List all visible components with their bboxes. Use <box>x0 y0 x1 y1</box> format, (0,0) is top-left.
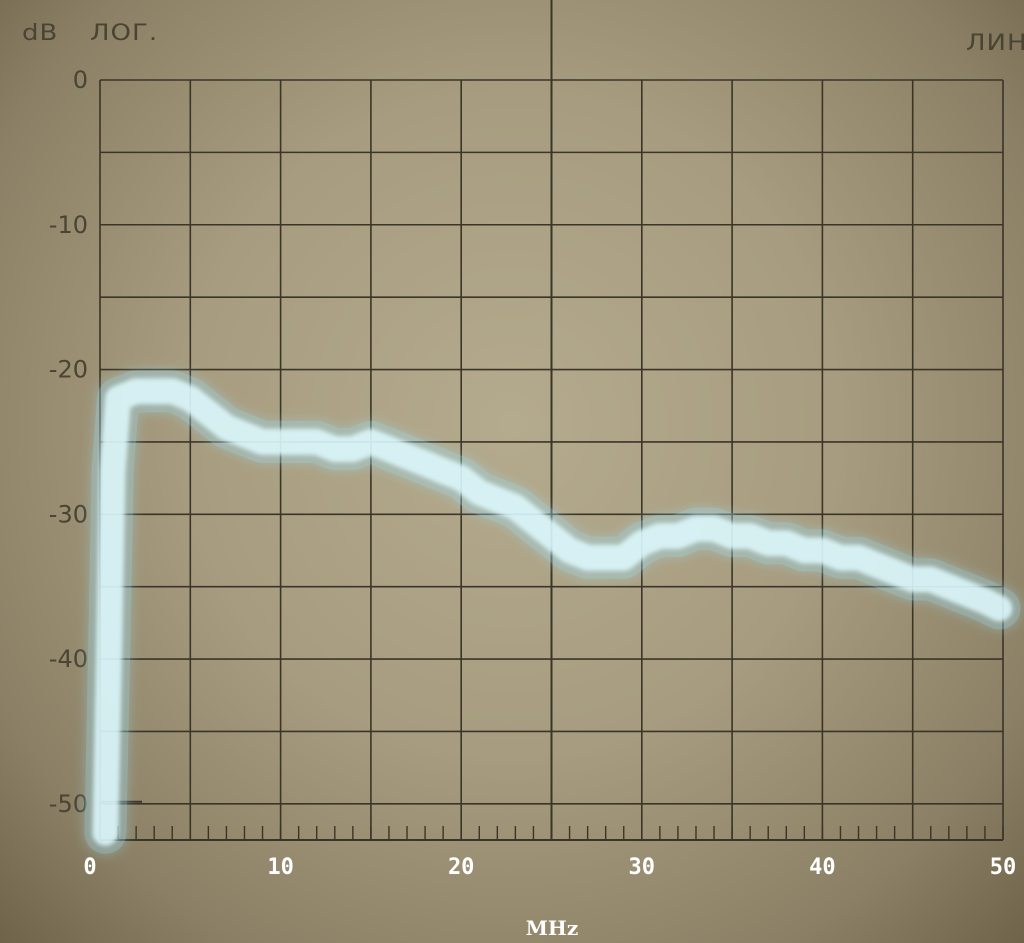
lin-scale-label: ЛИН. <box>966 30 1024 56</box>
x-tick-label: 40 <box>809 855 836 880</box>
y-tick-label: -50 <box>49 790 88 818</box>
x-tick-label: 50 <box>990 855 1017 880</box>
x-axis-label: MHz <box>526 916 578 940</box>
spectrum-trace <box>84 370 1021 854</box>
y-tick-label: -10 <box>49 211 88 239</box>
x-minor-ticks <box>99 826 1004 840</box>
x-tick-label: 30 <box>629 855 656 880</box>
x-tick-label: 10 <box>267 855 294 880</box>
x-axis-ticks: 0 10 20 30 40 50 <box>83 855 1016 880</box>
y-tick-label: -20 <box>49 356 88 384</box>
x-tick-label: 20 <box>448 855 475 880</box>
log-scale-label: ЛОГ. <box>90 20 159 46</box>
y-tick-label: -40 <box>49 645 88 673</box>
unit-label: dB <box>22 20 59 46</box>
y-axis-ticks: 0 -10 -20 -30 -40 -50 <box>49 66 88 818</box>
x-tick-label: 0 <box>83 855 96 880</box>
trace-line <box>92 378 1013 846</box>
y-tick-label: 0 <box>73 66 88 94</box>
y-tick-label: -30 <box>49 500 88 528</box>
